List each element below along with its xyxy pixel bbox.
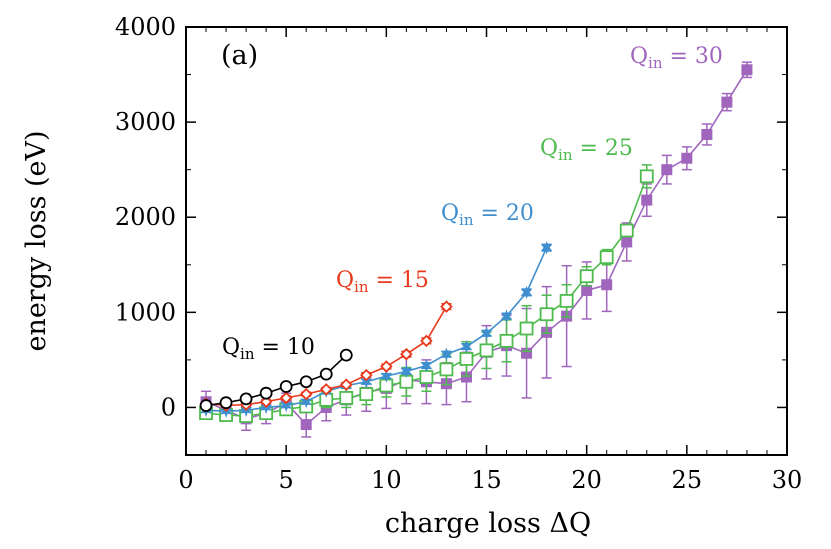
data-point-circle — [279, 380, 293, 393]
panel-label: (a) — [221, 40, 258, 71]
data-point-square-open — [599, 250, 614, 265]
x-tick-label: 20 — [571, 466, 602, 494]
data-point-square-open — [539, 307, 554, 322]
data-point-star — [300, 394, 313, 409]
data-point-star — [460, 339, 473, 354]
y-tick-label: 4000 — [115, 13, 176, 41]
series-label-value: = 30 — [663, 44, 723, 69]
data-point-square — [621, 236, 633, 248]
data-point-diamond — [400, 347, 413, 361]
data-point-square — [701, 128, 713, 140]
series-label-q: Q — [222, 335, 240, 360]
data-point-square-open — [639, 169, 654, 184]
series-label-q: Q — [441, 201, 459, 226]
data-point-square — [601, 279, 613, 291]
series-label: Qin = 10 — [222, 335, 315, 363]
y-tick-label: 2000 — [115, 203, 176, 231]
series-label-subscript: in — [354, 278, 369, 296]
x-tick-label: 30 — [772, 466, 803, 494]
data-point-square-open — [559, 294, 574, 308]
data-point-square — [681, 152, 693, 164]
data-point-circle — [219, 396, 233, 410]
data-point-square — [741, 64, 753, 76]
data-point-circle — [339, 348, 353, 362]
data-point-square-open — [459, 352, 474, 366]
data-point-square — [721, 96, 733, 108]
data-point-diamond — [299, 387, 313, 401]
data-point-diamond — [259, 395, 273, 409]
data-point-diamond — [279, 391, 293, 405]
data-point-diamond — [440, 300, 453, 313]
data-point-square-open — [479, 343, 494, 358]
data-point-diamond — [360, 368, 373, 382]
data-point-square — [581, 284, 593, 296]
series-label: Qin = 25 — [540, 136, 633, 164]
data-point-star — [520, 285, 533, 300]
plot-frame — [185, 26, 788, 456]
data-point-square-open — [619, 223, 634, 238]
data-point-star — [420, 358, 433, 373]
data-point-star — [540, 240, 553, 255]
data-point-square-open — [439, 362, 454, 377]
series-label-subscript: in — [558, 146, 573, 164]
series-label-value: = 10 — [255, 335, 315, 360]
data-point-circle — [199, 399, 213, 412]
series-layer — [199, 61, 753, 438]
data-point-star — [280, 398, 292, 413]
data-point-diamond — [420, 334, 433, 348]
data-point-circle — [259, 386, 273, 400]
y-tick-label: 3000 — [115, 108, 176, 136]
series-10 — [199, 348, 353, 412]
x-tick-label: 15 — [471, 466, 502, 494]
data-point-circle — [299, 375, 313, 389]
data-point-star — [500, 309, 513, 323]
data-point-square-open — [579, 269, 594, 284]
data-point-square-open — [339, 391, 354, 405]
x-tick-label: 0 — [178, 466, 193, 494]
data-point-star — [360, 375, 373, 389]
y-tick-label: 1000 — [115, 298, 176, 326]
y-axis-title: energy loss (eV) — [21, 130, 52, 351]
series-label-q: Q — [336, 268, 354, 293]
series-label-q: Q — [540, 136, 558, 161]
series-25 — [199, 164, 654, 423]
ticks-layer: 0 5 10 15 20 25 30 0 1000 2000 3000 4000 — [115, 13, 802, 494]
data-point-square-open — [419, 370, 434, 384]
series-label-value: = 15 — [369, 268, 429, 293]
series-label-q: Q — [630, 44, 648, 69]
data-point-diamond — [380, 360, 393, 373]
x-tick-label: 25 — [672, 466, 703, 494]
data-point-circle — [239, 392, 253, 406]
data-point-star — [400, 364, 413, 379]
x-tick-label: 10 — [371, 466, 402, 494]
x-axis-title: charge loss ΔQ — [385, 508, 591, 539]
x-tick-label: 5 — [279, 466, 294, 494]
series-label: Qin = 20 — [441, 201, 534, 229]
series-label: Qin = 15 — [336, 268, 429, 296]
series-label-value: = 25 — [573, 136, 633, 161]
series-label-subscript: in — [648, 54, 663, 72]
data-point-square — [661, 164, 673, 176]
data-point-square — [641, 194, 653, 206]
data-point-square — [300, 419, 312, 431]
series-label-subscript: in — [240, 345, 255, 363]
data-point-square-open — [519, 321, 534, 336]
data-point-star — [380, 369, 393, 383]
data-point-square-open — [359, 387, 374, 402]
series-line — [205, 69, 748, 426]
series-label: Qin = 30 — [630, 44, 723, 72]
data-point-square-open — [499, 333, 514, 348]
data-point-star — [440, 347, 453, 361]
data-point-circle — [319, 367, 333, 381]
series-label-subscript: in — [459, 211, 474, 229]
series-label-value: = 20 — [474, 201, 534, 226]
data-point-diamond — [319, 383, 333, 396]
data-point-diamond — [339, 378, 353, 391]
data-point-star — [480, 326, 493, 341]
y-tick-label: 0 — [161, 393, 176, 421]
